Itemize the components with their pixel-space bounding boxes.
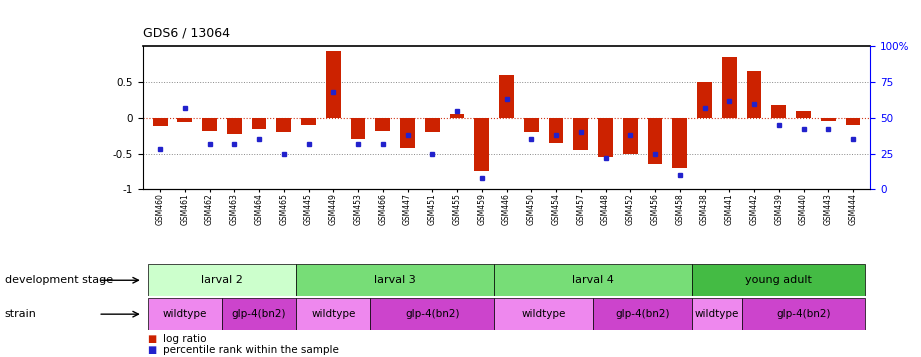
- Text: glp-4(bn2): glp-4(bn2): [615, 309, 670, 319]
- Text: glp-4(bn2): glp-4(bn2): [405, 309, 460, 319]
- Text: glp-4(bn2): glp-4(bn2): [776, 309, 831, 319]
- Text: wildtype: wildtype: [163, 309, 207, 319]
- Bar: [693, 264, 866, 296]
- Bar: [178, 118, 192, 122]
- Bar: [672, 118, 687, 168]
- Text: larval 4: larval 4: [572, 275, 614, 285]
- Bar: [376, 118, 391, 131]
- Text: ■: ■: [147, 345, 157, 355]
- Bar: [747, 71, 762, 118]
- Text: log ratio: log ratio: [163, 334, 206, 344]
- Bar: [524, 118, 539, 132]
- Bar: [647, 118, 662, 164]
- Bar: [351, 118, 366, 139]
- Bar: [722, 57, 737, 118]
- Bar: [549, 118, 564, 143]
- Bar: [202, 118, 217, 131]
- Bar: [251, 118, 266, 129]
- Bar: [276, 118, 291, 132]
- Bar: [598, 118, 613, 157]
- Text: glp-4(bn2): glp-4(bn2): [232, 309, 286, 319]
- Text: young adult: young adult: [745, 275, 812, 285]
- Bar: [495, 264, 693, 296]
- Text: GDS6 / 13064: GDS6 / 13064: [143, 26, 229, 39]
- Bar: [400, 118, 415, 148]
- Bar: [741, 298, 866, 330]
- Text: wildtype: wildtype: [694, 309, 739, 319]
- Bar: [222, 298, 297, 330]
- Bar: [772, 105, 787, 118]
- Bar: [593, 298, 693, 330]
- Text: development stage: development stage: [5, 275, 112, 285]
- Text: wildtype: wildtype: [521, 309, 565, 319]
- Bar: [153, 118, 168, 126]
- Bar: [623, 118, 637, 154]
- Bar: [147, 298, 222, 330]
- Bar: [845, 118, 860, 125]
- Bar: [147, 264, 297, 296]
- Bar: [297, 264, 495, 296]
- Bar: [425, 118, 439, 132]
- Bar: [495, 298, 593, 330]
- Text: larval 3: larval 3: [374, 275, 416, 285]
- Bar: [370, 298, 495, 330]
- Text: percentile rank within the sample: percentile rank within the sample: [163, 345, 339, 355]
- Bar: [227, 118, 241, 134]
- Text: strain: strain: [5, 309, 37, 319]
- Bar: [821, 118, 835, 121]
- Bar: [796, 111, 811, 118]
- Text: larval 2: larval 2: [201, 275, 243, 285]
- Bar: [574, 118, 589, 150]
- Bar: [449, 114, 464, 118]
- Bar: [474, 118, 489, 171]
- Text: ■: ■: [147, 334, 157, 344]
- Bar: [697, 82, 712, 118]
- Bar: [499, 75, 514, 118]
- Bar: [693, 298, 741, 330]
- Text: wildtype: wildtype: [311, 309, 356, 319]
- Bar: [301, 118, 316, 125]
- Bar: [326, 51, 341, 118]
- Bar: [297, 298, 370, 330]
